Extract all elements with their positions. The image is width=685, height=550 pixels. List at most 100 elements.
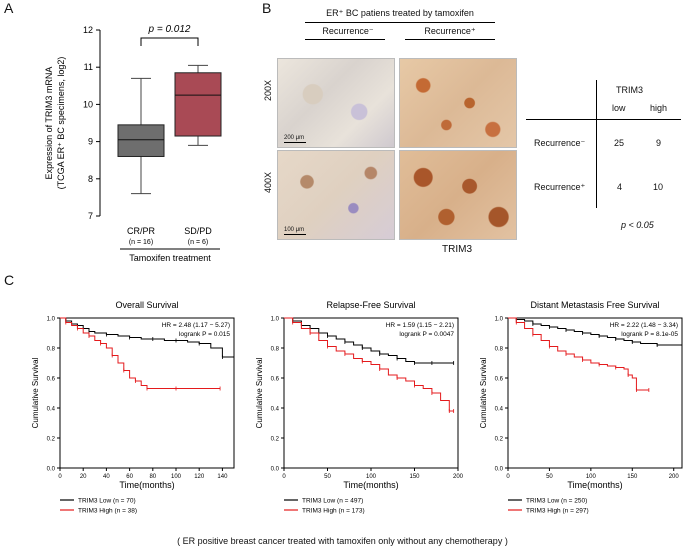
x-tick-label: 20 xyxy=(80,474,87,480)
trim3-table: TRIM3 low high Recurrence⁻ 25 9 Recurren… xyxy=(526,80,681,240)
legend-high: TRIM3 High (n = 297) xyxy=(526,508,589,515)
y-tick-label: 0.4 xyxy=(271,407,280,413)
table-row1-high: 9 xyxy=(656,138,662,148)
legend-low: TRIM3 Low (n = 70) xyxy=(78,498,136,505)
p-value: p = 0.012 xyxy=(148,24,191,35)
panel-b-title: ER⁺ BC patiens treated by tamoxifen xyxy=(326,8,474,18)
y-tick-label: 0.2 xyxy=(271,437,280,443)
group-n: (n = 16) xyxy=(129,239,153,246)
x-tick-label: 120 xyxy=(194,474,205,480)
ihc-image-pos-400x xyxy=(399,150,517,240)
box-0 xyxy=(117,124,165,157)
y-tick-label: 1.0 xyxy=(271,317,280,323)
y-tick-label: 0.2 xyxy=(495,437,504,443)
y-tick-label: 12 xyxy=(83,25,93,35)
y-tick-label: 0.0 xyxy=(495,467,504,473)
col1-rule xyxy=(305,39,385,40)
scale-line-200 xyxy=(284,142,306,143)
y-axis-label: Cumulative Survival xyxy=(479,357,488,428)
x-tick-label: 100 xyxy=(171,474,182,480)
row-400x: 400X xyxy=(263,172,273,194)
x-tick-label: 200 xyxy=(669,474,680,480)
col-recurrence-pos: Recurrence⁺ xyxy=(424,26,476,36)
table-pvalue: p < 0.05 xyxy=(621,220,654,230)
group-n: (n = 6) xyxy=(188,239,208,246)
chart-title: Relapse-Free Survival xyxy=(326,300,415,310)
scale-bar-100: 100 μm xyxy=(284,227,305,233)
logrank-p: logrank P = 8.1e-05 xyxy=(621,331,678,338)
x-tick-label: 50 xyxy=(546,474,553,480)
y-tick-label: 0.6 xyxy=(47,377,56,383)
y-axis-label: Cumulative Survival xyxy=(31,357,40,428)
panel-b-title-rule xyxy=(305,22,495,23)
table-row1-low: 25 xyxy=(614,138,625,148)
legend-high: TRIM3 High (n = 38) xyxy=(78,508,137,515)
table-header: TRIM3 xyxy=(616,85,643,95)
y-tick-label: 0.8 xyxy=(47,347,56,353)
y-tick-label: 0.4 xyxy=(47,407,56,413)
table-col-low: low xyxy=(612,103,626,113)
table-row2-low: 4 xyxy=(617,182,623,192)
km-line-high xyxy=(284,317,454,412)
scale-bar-200: 200 μm xyxy=(284,135,305,141)
chart-title: Distant Metastasis Free Survival xyxy=(530,300,659,310)
panel-a-letter: A xyxy=(4,0,14,16)
plot-frame xyxy=(507,317,683,469)
x-tick-label: 0 xyxy=(58,474,62,480)
logrank-p: logrank P = 0.0047 xyxy=(399,331,454,338)
legend-low: TRIM3 Low (n = 250) xyxy=(526,498,587,505)
box-1 xyxy=(174,72,222,137)
box-plot: 7 8 9 10 11 12 Expression of TRIM3 mRNA (TCGA E… xyxy=(44,24,222,263)
panel-c-footnote: ( ER positive breast cancer treated with… xyxy=(177,536,508,546)
y-tick-label: 1.0 xyxy=(47,317,56,323)
x-tick-label: 140 xyxy=(217,474,228,480)
ihc-caption: TRIM3 xyxy=(442,244,472,255)
y-tick-label: 7 xyxy=(88,211,93,221)
y-tick-label: 0.4 xyxy=(495,407,504,413)
x-axis-label: Time(months) xyxy=(567,480,622,490)
hazard-ratio: HR = 1.59 (1.15 − 2.21) xyxy=(386,322,454,329)
y-axis-label: Cumulative Survival xyxy=(255,357,264,428)
x-axis-label: Tamoxifen treatment xyxy=(129,253,211,263)
x-tick-label: 80 xyxy=(149,474,156,480)
y-axis-label: Expression of TRIM3 mRNA xyxy=(44,67,54,180)
y-axis-label-2: (TCGA ER⁺ BC specimens, log2) xyxy=(56,57,66,190)
y-tick-label: 0.6 xyxy=(271,377,280,383)
legend-low: TRIM3 Low (n = 497) xyxy=(302,498,363,505)
table-col-high: high xyxy=(650,103,668,113)
group-label: SD/PD xyxy=(184,226,212,236)
x-tick-label: 100 xyxy=(586,474,597,480)
y-tick-label: 1.0 xyxy=(495,317,504,323)
x-axis-label: Time(months) xyxy=(119,480,174,490)
y-tick-label: 0.8 xyxy=(495,347,504,353)
y-tick-label: 0.8 xyxy=(271,347,280,353)
y-tick-label: 0.6 xyxy=(495,377,504,383)
panel-c-letter: C xyxy=(4,272,15,288)
table-row2-label: Recurrence⁺ xyxy=(534,182,586,192)
km-chart-overall-survival: Overall Survival 0.0 0.2 0.4 0.6 0.8 1.0 0 20 40 6… xyxy=(31,300,235,515)
hazard-ratio: HR = 2.22 (1.48 − 3.34) xyxy=(610,322,678,329)
group-label: CR/PR xyxy=(127,226,156,236)
x-tick-label: 0 xyxy=(506,474,510,480)
logrank-p: logrank P = 0.015 xyxy=(179,331,230,338)
plot-frame xyxy=(59,317,235,469)
table-row2-high: 10 xyxy=(653,182,664,192)
table-vrule xyxy=(596,80,597,208)
y-tick-label: 11 xyxy=(84,62,93,72)
row-200x: 200X xyxy=(263,80,273,102)
km-chart-distant-metastasis-free-survival: Distant Metastasis Free Survival 0.0 0.2 0.… xyxy=(479,300,683,515)
scale-line-100 xyxy=(284,234,306,235)
x-tick-label: 60 xyxy=(126,474,133,480)
x-tick-label: 0 xyxy=(282,474,286,480)
y-tick-label: 8 xyxy=(88,174,93,184)
y-tick-label: 9 xyxy=(88,137,93,147)
x-tick-label: 150 xyxy=(409,474,420,480)
y-tick-label: 0.2 xyxy=(47,437,56,443)
x-tick-label: 200 xyxy=(453,474,464,480)
ihc-image-neg-400x: 100 μm xyxy=(277,150,395,240)
sig-bracket xyxy=(140,37,199,46)
x-tick-label: 50 xyxy=(324,474,331,480)
y-tick-label: 10 xyxy=(83,99,93,109)
col2-rule xyxy=(405,39,495,40)
x-tick-label: 40 xyxy=(103,474,110,480)
